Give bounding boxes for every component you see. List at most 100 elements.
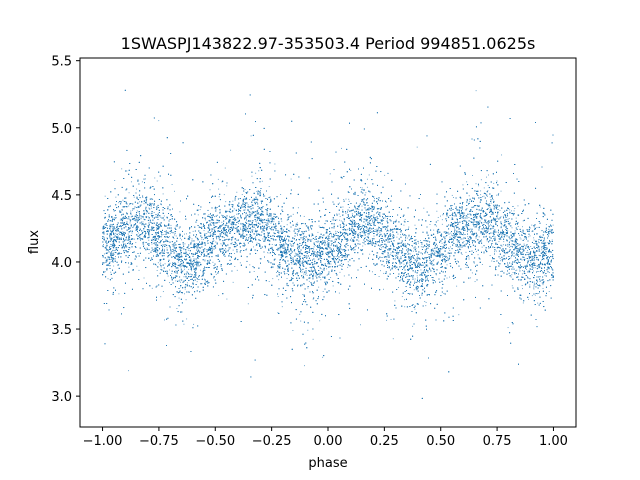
scatter-point <box>171 184 173 185</box>
scatter-point <box>507 327 509 329</box>
scatter-point <box>299 257 301 259</box>
scatter-point <box>256 242 258 244</box>
scatter-point <box>240 228 242 230</box>
scatter-point <box>486 240 488 242</box>
scatter-point <box>380 247 382 249</box>
scatter-point <box>224 167 226 169</box>
scatter-point <box>267 252 268 254</box>
scatter-point <box>515 217 517 219</box>
scatter-point <box>473 225 475 227</box>
scatter-point <box>472 218 474 220</box>
scatter-point <box>154 237 155 239</box>
scatter-point <box>188 268 190 270</box>
scatter-point <box>501 231 503 233</box>
scatter-point <box>531 295 533 297</box>
scatter-point <box>264 247 266 249</box>
scatter-point <box>105 245 107 247</box>
scatter-point <box>233 215 235 217</box>
scatter-point <box>183 265 185 267</box>
scatter-point <box>204 219 206 221</box>
scatter-point <box>126 201 127 203</box>
scatter-point <box>206 233 208 235</box>
scatter-point <box>292 238 294 239</box>
scatter-point <box>369 253 371 255</box>
scatter-point <box>395 219 397 221</box>
scatter-point <box>114 239 116 241</box>
scatter-point <box>215 235 217 237</box>
scatter-point <box>148 207 150 209</box>
scatter-point <box>316 249 318 251</box>
scatter-point <box>446 264 448 266</box>
scatter-point <box>507 230 509 232</box>
scatter-point <box>464 224 466 226</box>
scatter-point <box>345 198 347 200</box>
scatter-point <box>504 253 506 255</box>
scatter-point <box>465 251 467 253</box>
scatter-point <box>309 267 311 268</box>
scatter-point <box>200 247 201 249</box>
scatter-point <box>416 281 418 283</box>
scatter-point <box>244 244 246 246</box>
scatter-point <box>335 230 337 232</box>
scatter-point <box>329 250 331 252</box>
scatter-point <box>413 289 415 291</box>
scatter-point <box>311 235 312 237</box>
scatter-point <box>394 254 396 256</box>
scatter-point <box>530 281 532 283</box>
scatter-point <box>436 232 438 234</box>
scatter-point <box>153 211 155 213</box>
scatter-point <box>353 232 355 234</box>
scatter-point <box>326 268 328 270</box>
scatter-point <box>129 239 131 241</box>
scatter-point <box>385 246 387 248</box>
scatter-point <box>212 246 214 248</box>
scatter-point <box>476 224 478 226</box>
scatter-point <box>128 370 130 372</box>
scatter-point <box>500 271 502 272</box>
scatter-point <box>283 239 285 241</box>
scatter-point <box>192 230 194 232</box>
scatter-point <box>313 270 315 272</box>
scatter-point <box>539 206 541 208</box>
scatter-point <box>221 214 223 216</box>
scatter-point <box>159 260 161 262</box>
scatter-point <box>379 270 381 272</box>
scatter-point <box>405 259 407 261</box>
scatter-point <box>343 199 345 200</box>
scatter-point <box>473 219 475 221</box>
scatter-point <box>281 235 283 237</box>
scatter-point <box>255 225 257 227</box>
scatter-point <box>468 256 470 258</box>
scatter-point <box>296 273 298 275</box>
scatter-point <box>533 287 535 289</box>
scatter-point <box>291 263 293 265</box>
scatter-point <box>447 231 449 233</box>
scatter-point <box>303 273 305 275</box>
scatter-point <box>387 252 388 254</box>
scatter-point <box>156 252 158 254</box>
scatter-point <box>225 201 227 203</box>
scatter-point <box>142 221 144 223</box>
scatter-point <box>105 249 107 251</box>
scatter-point <box>410 282 412 284</box>
scatter-point <box>234 218 236 220</box>
scatter-point <box>344 234 346 235</box>
scatter-point <box>548 225 550 227</box>
scatter-point <box>454 215 456 217</box>
scatter-point <box>228 205 230 206</box>
scatter-point <box>537 284 539 285</box>
scatter-point <box>382 244 384 246</box>
scatter-point <box>544 249 546 251</box>
scatter-point <box>230 204 232 205</box>
scatter-point <box>188 273 190 275</box>
scatter-point <box>535 258 537 260</box>
scatter-point <box>386 259 388 261</box>
scatter-point <box>404 299 406 301</box>
scatter-point <box>348 207 350 209</box>
scatter-point <box>199 247 201 249</box>
scatter-point <box>283 245 285 247</box>
scatter-point <box>347 266 349 268</box>
scatter-point <box>451 218 453 220</box>
scatter-point <box>536 276 538 278</box>
